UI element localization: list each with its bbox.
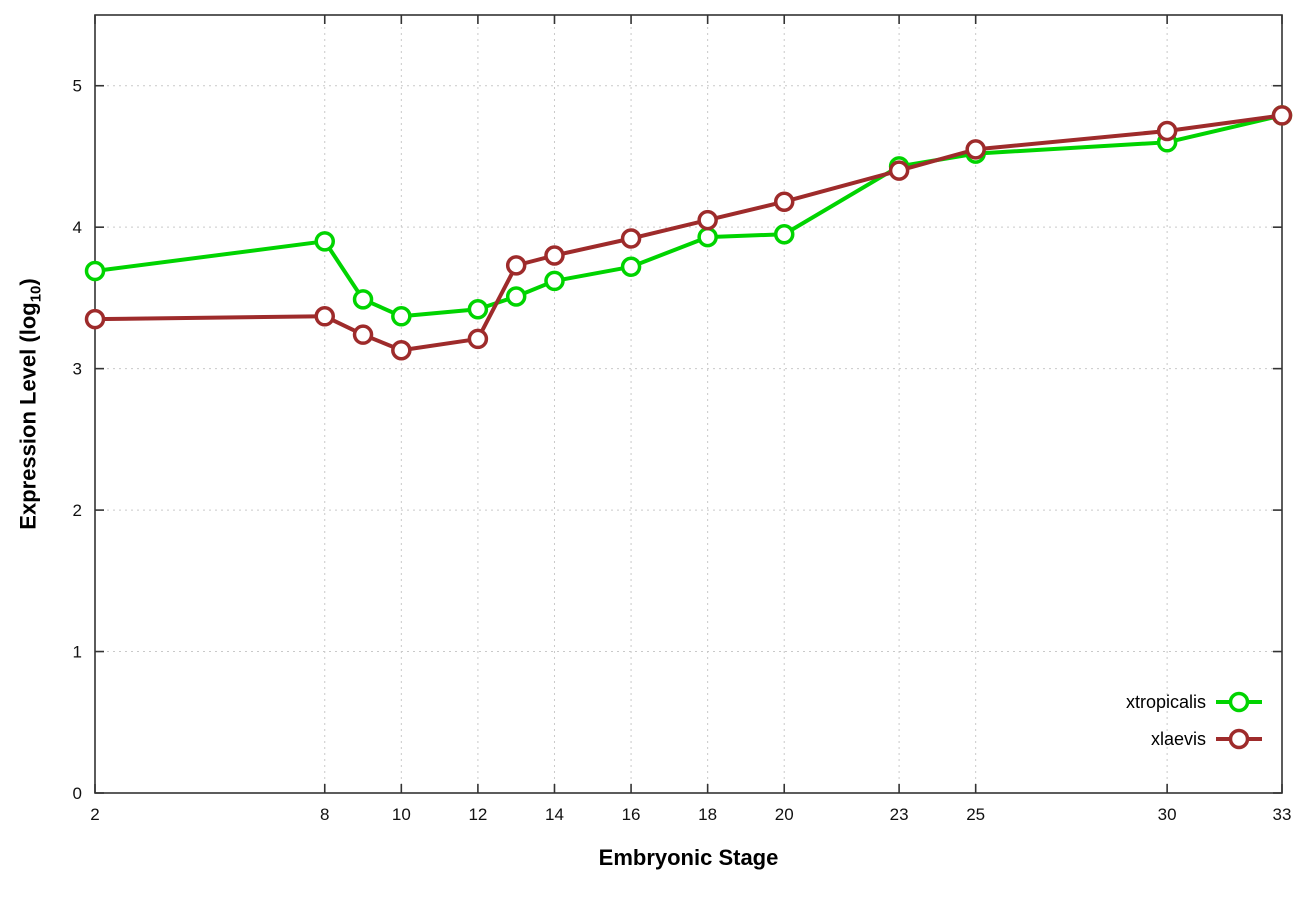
y-axis-title: Expression Level (log10) xyxy=(15,278,44,529)
data-point-xtropicalis xyxy=(544,270,565,292)
legend-label-xtropicalis: xtropicalis xyxy=(1126,692,1206,712)
x-tick-label: 20 xyxy=(775,805,794,824)
data-point-xlaevis xyxy=(505,255,527,276)
legend-marker-xlaevis xyxy=(1228,728,1250,750)
x-tick-label: 14 xyxy=(545,805,564,824)
y-axis-title-subscript: 10 xyxy=(27,285,45,303)
legend-marker-xtropicalis xyxy=(1228,691,1250,713)
data-point-xlaevis xyxy=(84,308,106,330)
tick-marks xyxy=(94,15,1283,794)
x-tick-label: 25 xyxy=(966,805,985,824)
data-point-xtropicalis xyxy=(505,286,527,307)
data-point-xlaevis xyxy=(965,139,986,160)
plot-border xyxy=(94,14,1283,794)
y-tick-label: 1 xyxy=(73,643,82,662)
data-point-xlaevis xyxy=(773,191,795,212)
series-xtropicalis xyxy=(84,105,1293,327)
y-tick-label: 2 xyxy=(73,501,82,520)
series-xlaevis xyxy=(84,105,1293,361)
data-point-xtropicalis xyxy=(697,226,718,248)
data-point-xlaevis xyxy=(391,339,412,361)
y-tick-label: 4 xyxy=(73,218,82,237)
data-point-xtropicalis xyxy=(467,298,489,320)
data-point-xlaevis xyxy=(1271,105,1293,126)
data-point-xlaevis xyxy=(888,160,910,181)
x-tick-label: 8 xyxy=(320,805,329,824)
x-axis-title: Embryonic Stage xyxy=(598,845,779,870)
grid xyxy=(94,15,1283,794)
y-axis-title-close: ) xyxy=(15,278,41,286)
x-tick-label: 10 xyxy=(392,805,411,824)
y-tick-label: 3 xyxy=(73,360,82,379)
series-line-xtropicalis xyxy=(93,113,1284,319)
data-point-xlaevis xyxy=(467,328,489,350)
x-tick-label: 2 xyxy=(90,805,99,824)
data-point-xtropicalis xyxy=(314,231,335,252)
data-point-xlaevis xyxy=(314,306,335,327)
data-point-xlaevis xyxy=(1156,120,1178,142)
data-point-xlaevis xyxy=(352,324,374,345)
x-tick-label: 12 xyxy=(468,805,487,824)
data-point-xtropicalis xyxy=(84,260,106,282)
data-point-xtropicalis xyxy=(620,256,642,278)
data-point-xtropicalis xyxy=(391,306,412,327)
legend-label-xlaevis: xlaevis xyxy=(1151,729,1206,749)
x-tick-label: 23 xyxy=(890,805,909,824)
y-tick-label: 5 xyxy=(73,77,82,96)
x-tick-label: 16 xyxy=(622,805,641,824)
data-point-xtropicalis xyxy=(773,224,795,245)
series-line-xlaevis xyxy=(93,113,1284,353)
legend: xtropicalis xlaevis xyxy=(1126,691,1262,750)
y-axis-title-text: Expression Level (log xyxy=(15,302,41,530)
x-tick-label: 30 xyxy=(1158,805,1177,824)
data-point-xlaevis xyxy=(544,245,565,266)
x-tick-label: 33 xyxy=(1273,805,1292,824)
data-point-xtropicalis xyxy=(352,289,374,310)
x-tick-label: 18 xyxy=(698,805,717,824)
data-point-xlaevis xyxy=(697,209,718,231)
y-tick-label: 0 xyxy=(73,784,82,803)
data-point-xlaevis xyxy=(620,228,642,249)
